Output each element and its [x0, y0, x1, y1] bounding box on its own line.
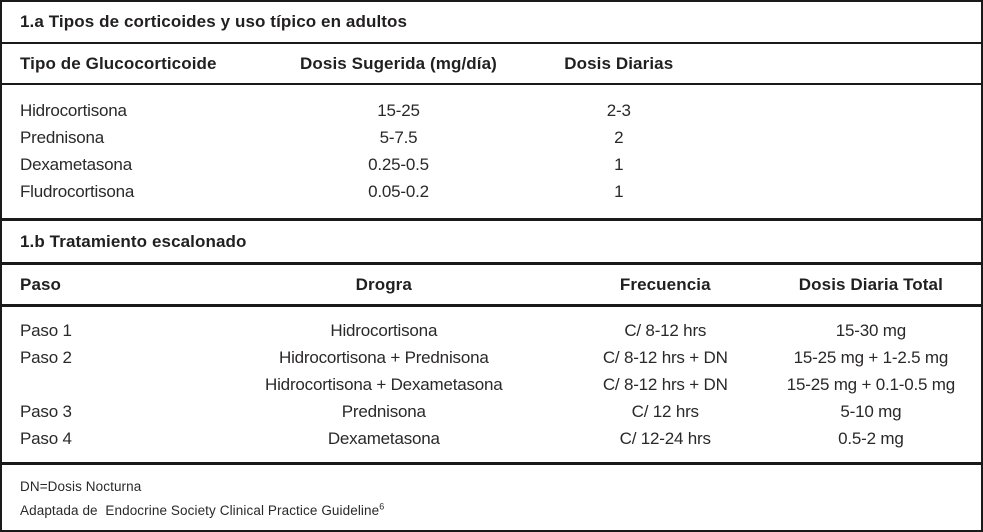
table-row: Paso 1 Hidrocortisona C/ 8-12 hrs 15-30 … [2, 317, 981, 344]
table-b-title: 1.b Tratamiento escalonado [2, 221, 981, 265]
table-b-col-header-paso: Paso [20, 274, 62, 294]
table-a-col-header-dosis-sugerida: Dosis Sugerida (mg/día) [300, 53, 497, 73]
cell-spacer [712, 124, 981, 151]
cell-paso: Paso 2 [20, 347, 72, 367]
table-row: Dexametasona 0.25-0.5 1 [2, 151, 981, 178]
cell-paso: Paso 1 [20, 320, 72, 340]
table-b-col-header-drogra: Drogra [355, 274, 412, 294]
cell-total-dose: 15-25 mg + 1-2.5 mg [793, 347, 949, 367]
cell-total-dose: 5-10 mg [840, 401, 902, 421]
cell-total-dose: 15-30 mg [835, 320, 906, 340]
table-a-col-header-dosis-diarias: Dosis Diarias [564, 53, 674, 73]
cell-dose: 15-25 [377, 100, 420, 120]
cell-total-dose: 15-25 mg + 0.1-0.5 mg [786, 374, 955, 394]
table-a: Hidrocortisona 15-25 2-3 Prednisona 5-7.… [2, 97, 981, 205]
cell-frequency: C/ 12 hrs [631, 401, 699, 421]
table-b-body: Paso 1 Hidrocortisona C/ 8-12 hrs 15-30 … [2, 307, 981, 465]
table-a-title: 1.a Tipos de corticoides y uso típico en… [2, 2, 981, 44]
cell-spacer [712, 178, 981, 205]
table-a-header-table: Tipo de Glucocorticoide Dosis Sugerida (… [2, 44, 981, 83]
table-b-col-header-frecuencia: Frecuencia [619, 274, 711, 294]
cell-dose: 0.25-0.5 [368, 154, 429, 174]
footnote-source-text: Adaptada de Endocrine Society Clinical P… [20, 503, 380, 518]
table-b-header-table: Paso Drogra Frecuencia Dosis Diaria Tota… [2, 265, 981, 304]
table-row: Prednisona 5-7.5 2 [2, 124, 981, 151]
cell-frequency: C/ 8-12 hrs + DN [602, 374, 728, 394]
cell-dose: 5-7.5 [379, 127, 418, 147]
table-b: Paso 1 Hidrocortisona C/ 8-12 hrs 15-30 … [2, 317, 981, 452]
table-row: Hidrocortisona 15-25 2-3 [2, 97, 981, 124]
cell-paso [2, 371, 198, 398]
cell-total-dose: 0.5-2 mg [838, 428, 904, 448]
table-row: Paso 3 Prednisona C/ 12 hrs 5-10 mg [2, 398, 981, 425]
cell-drug: Dexametasona [20, 154, 132, 174]
cell-paso: Paso 4 [20, 428, 72, 448]
cell-drug: Fludrocortisona [20, 181, 135, 201]
cell-drug: Prednisona [20, 127, 105, 147]
cell-frequency: C/ 12-24 hrs [619, 428, 711, 448]
table-b-col-header-dosis-total: Dosis Diaria Total [798, 274, 943, 294]
cell-dose: 0.05-0.2 [368, 181, 429, 201]
cell-daily-doses: 2 [614, 127, 624, 147]
cell-daily-doses: 1 [614, 154, 624, 174]
footnote-source: Adaptada de Endocrine Society Clinical P… [20, 501, 963, 518]
cell-frequency: C/ 8-12 hrs [624, 320, 707, 340]
cell-drug: Hidrocortisona + Dexametasona [265, 374, 503, 394]
table-row: Paso 4 Dexametasona C/ 12-24 hrs 0.5-2 m… [2, 425, 981, 452]
table-a-body: Hidrocortisona 15-25 2-3 Prednisona 5-7.… [2, 85, 981, 221]
table-row: Hidrocortisona + Dexametasona C/ 8-12 hr… [2, 371, 981, 398]
cell-daily-doses: 1 [614, 181, 624, 201]
table-a-header-row: Tipo de Glucocorticoide Dosis Sugerida (… [2, 44, 981, 85]
cell-daily-doses: 2-3 [606, 100, 631, 120]
cell-frequency: C/ 8-12 hrs + DN [602, 347, 728, 367]
cell-paso: Paso 3 [20, 401, 72, 421]
table-a-col-header-spacer [712, 44, 981, 83]
table-a-col-header-tipo: Tipo de Glucocorticoide [20, 53, 217, 73]
cell-spacer [712, 97, 981, 124]
table-row: Paso 2 Hidrocortisona + Prednisona C/ 8-… [2, 344, 981, 371]
cell-spacer [712, 151, 981, 178]
cell-drug: Hidrocortisona [330, 320, 438, 340]
table-row: Fludrocortisona 0.05-0.2 1 [2, 178, 981, 205]
cell-drug: Hidrocortisona + Prednisona [279, 347, 489, 367]
cell-drug: Hidrocortisona [20, 100, 127, 120]
cell-drug: Dexametasona [327, 428, 440, 448]
table-b-header-row: Paso Drogra Frecuencia Dosis Diaria Tota… [2, 265, 981, 307]
footnote-citation-superscript: 6 [379, 501, 385, 512]
footnotes: DN=Dosis Nocturna Adaptada de Endocrine … [2, 465, 981, 530]
footnote-dn-legend: DN=Dosis Nocturna [20, 479, 142, 494]
cell-drug: Prednisona [341, 401, 426, 421]
